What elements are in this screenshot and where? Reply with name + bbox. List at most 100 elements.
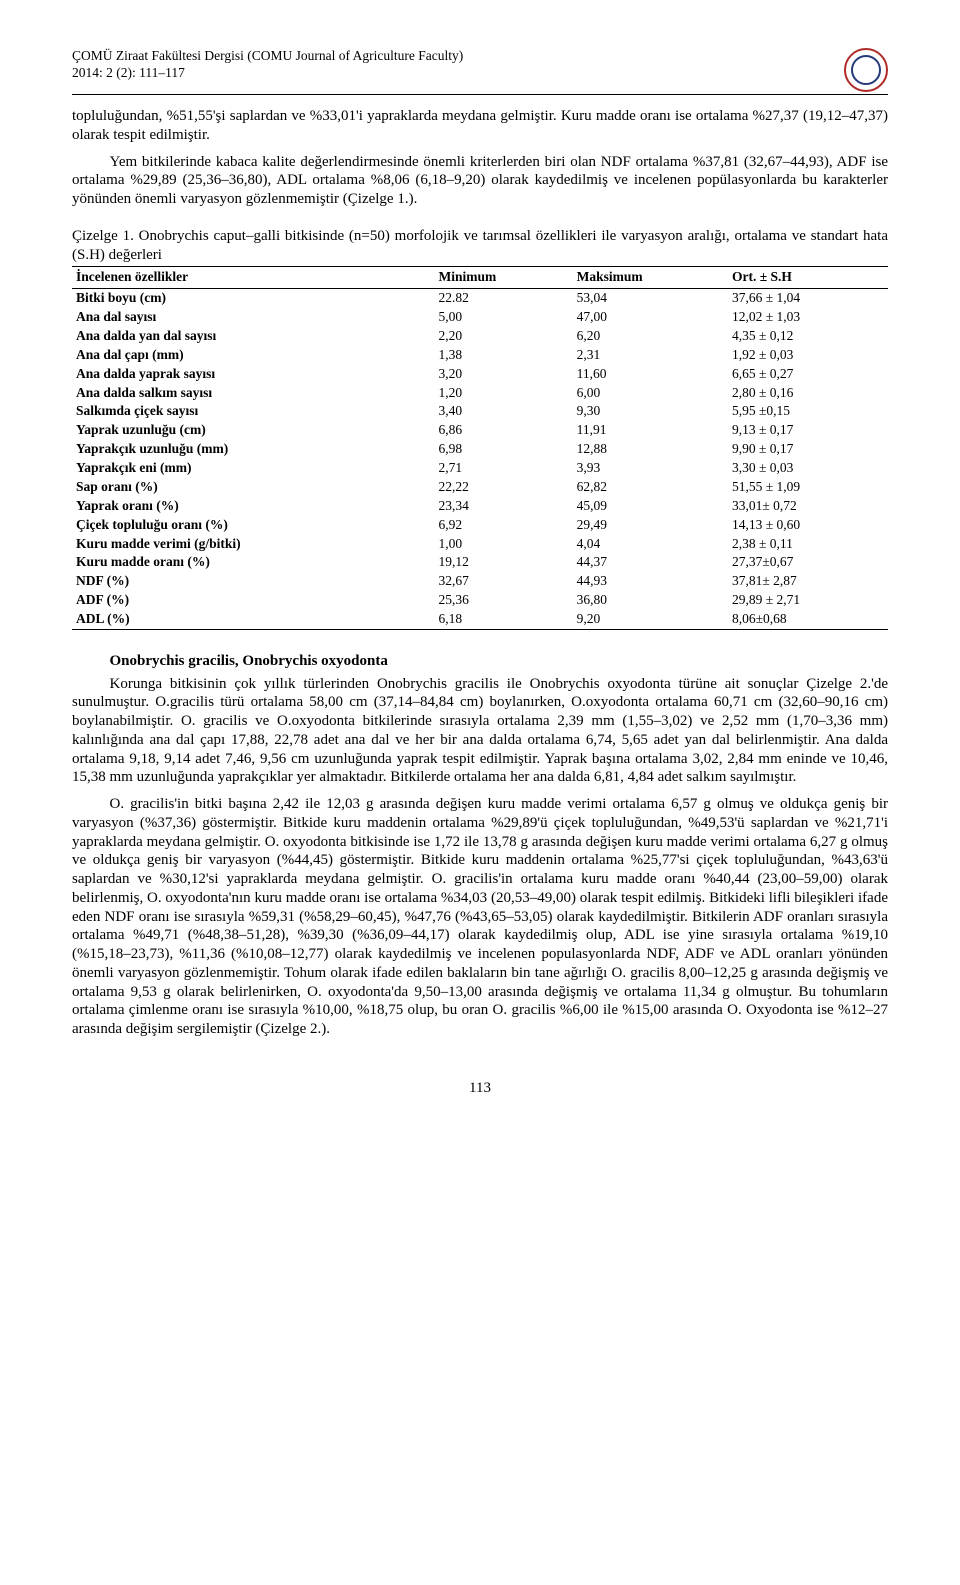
row-value: 6,86 [435,421,573,440]
row-value: 12,02 ± 1,03 [728,308,888,327]
row-value: 29,89 ± 2,71 [728,591,888,610]
row-label: Yaprak uzunluğu (cm) [72,421,435,440]
row-value: 9,30 [573,402,728,421]
table-row: Çiçek topluluğu oranı (%)6,9229,4914,13 … [72,516,888,535]
row-value: 44,37 [573,553,728,572]
row-value: 2,20 [435,327,573,346]
table-1: İncelenen özellikler Minimum Maksimum Or… [72,266,888,630]
row-value: 3,30 ± 0,03 [728,459,888,478]
row-label: NDF (%) [72,572,435,591]
row-label: Ana dalda yaprak sayısı [72,365,435,384]
row-value: 36,80 [573,591,728,610]
row-label: Salkımda çiçek sayısı [72,402,435,421]
row-value: 6,65 ± 0,27 [728,365,888,384]
row-value: 2,38 ± 0,11 [728,535,888,554]
row-value: 37,81± 2,87 [728,572,888,591]
table-row: Kuru madde oranı (%)19,1244,3727,37±0,67 [72,553,888,572]
table-row: Ana dalda yaprak sayısı3,2011,606,65 ± 0… [72,365,888,384]
row-label: Çiçek topluluğu oranı (%) [72,516,435,535]
section-title: Onobrychis gracilis, Onobrychis oxyodont… [72,652,888,671]
row-label: ADF (%) [72,591,435,610]
body-paragraph-4: O. gracilis'in bitki başına 2,42 ile 12,… [72,795,888,1039]
row-value: 5,00 [435,308,573,327]
row-value: 19,12 [435,553,573,572]
table-row: ADL (%)6,189,208,06±0,68 [72,610,888,629]
journal-issue: 2014: 2 (2): 111–117 [72,65,463,82]
row-value: 5,95 ±0,15 [728,402,888,421]
col-header-min: Minimum [435,267,573,289]
row-value: 14,13 ± 0,60 [728,516,888,535]
table-row: Ana dal sayısı5,0047,0012,02 ± 1,03 [72,308,888,327]
row-value: 11,60 [573,365,728,384]
row-label: ADL (%) [72,610,435,629]
col-header-max: Maksimum [573,267,728,289]
journal-logo-icon [844,48,888,92]
body-paragraph-3: Korunga bitkisinin çok yıllık türlerinde… [72,675,888,788]
row-value: 44,93 [573,572,728,591]
table-header-row: İncelenen özellikler Minimum Maksimum Or… [72,267,888,289]
row-label: Ana dalda salkım sayısı [72,384,435,403]
journal-logo-inner-icon [851,55,881,85]
row-label: Ana dal sayısı [72,308,435,327]
row-label: Yaprakçık eni (mm) [72,459,435,478]
row-label: Ana dalda yan dal sayısı [72,327,435,346]
row-value: 51,55 ± 1,09 [728,478,888,497]
row-value: 2,71 [435,459,573,478]
row-value: 4,04 [573,535,728,554]
table-row: ADF (%)25,3636,8029,89 ± 2,71 [72,591,888,610]
row-value: 11,91 [573,421,728,440]
row-value: 53,04 [573,289,728,308]
row-label: Kuru madde oranı (%) [72,553,435,572]
row-label: Yaprakçık uzunluğu (mm) [72,440,435,459]
row-value: 6,20 [573,327,728,346]
row-value: 22.82 [435,289,573,308]
col-header-ort: Ort. ± S.H [728,267,888,289]
row-value: 33,01± 0,72 [728,497,888,516]
row-value: 3,40 [435,402,573,421]
page-header: ÇOMÜ Ziraat Fakültesi Dergisi (COMU Jour… [72,48,888,95]
row-value: 45,09 [573,497,728,516]
row-value: 2,31 [573,346,728,365]
row-value: 8,06±0,68 [728,610,888,629]
row-value: 6,92 [435,516,573,535]
table-row: Ana dalda yan dal sayısı2,206,204,35 ± 0… [72,327,888,346]
row-value: 9,20 [573,610,728,629]
page-number: 113 [72,1079,888,1098]
row-value: 22,22 [435,478,573,497]
table-row: Ana dalda salkım sayısı1,206,002,80 ± 0,… [72,384,888,403]
journal-title: ÇOMÜ Ziraat Fakültesi Dergisi (COMU Jour… [72,48,463,65]
row-value: 1,38 [435,346,573,365]
row-label: Yaprak oranı (%) [72,497,435,516]
row-value: 12,88 [573,440,728,459]
row-value: 6,00 [573,384,728,403]
table-row: Salkımda çiçek sayısı3,409,305,95 ±0,15 [72,402,888,421]
row-value: 3,20 [435,365,573,384]
table-row: Sap oranı (%)22,2262,8251,55 ± 1,09 [72,478,888,497]
row-value: 3,93 [573,459,728,478]
table-body: Bitki boyu (cm)22.8253,0437,66 ± 1,04Ana… [72,289,888,630]
row-value: 62,82 [573,478,728,497]
journal-header-text: ÇOMÜ Ziraat Fakültesi Dergisi (COMU Jour… [72,48,463,82]
row-value: 1,92 ± 0,03 [728,346,888,365]
row-value: 27,37±0,67 [728,553,888,572]
row-label: Sap oranı (%) [72,478,435,497]
row-value: 2,80 ± 0,16 [728,384,888,403]
table-row: Yaprak uzunluğu (cm)6,8611,919,13 ± 0,17 [72,421,888,440]
row-value: 9,90 ± 0,17 [728,440,888,459]
body-paragraph-1: topluluğundan, %51,55'şi saplardan ve %3… [72,107,888,145]
row-value: 32,67 [435,572,573,591]
row-value: 9,13 ± 0,17 [728,421,888,440]
table-row: Kuru madde verimi (g/bitki)1,004,042,38 … [72,535,888,554]
row-value: 29,49 [573,516,728,535]
table-row: Ana dal çapı (mm)1,382,311,92 ± 0,03 [72,346,888,365]
col-header-ozellik: İncelenen özellikler [72,267,435,289]
row-value: 47,00 [573,308,728,327]
row-value: 4,35 ± 0,12 [728,327,888,346]
row-label: Ana dal çapı (mm) [72,346,435,365]
row-value: 37,66 ± 1,04 [728,289,888,308]
row-label: Bitki boyu (cm) [72,289,435,308]
row-value: 1,00 [435,535,573,554]
table-1-caption: Çizelge 1. Onobrychis caput–galli bitkis… [72,227,888,265]
row-value: 25,36 [435,591,573,610]
table-row: Yaprakçık eni (mm)2,713,933,30 ± 0,03 [72,459,888,478]
